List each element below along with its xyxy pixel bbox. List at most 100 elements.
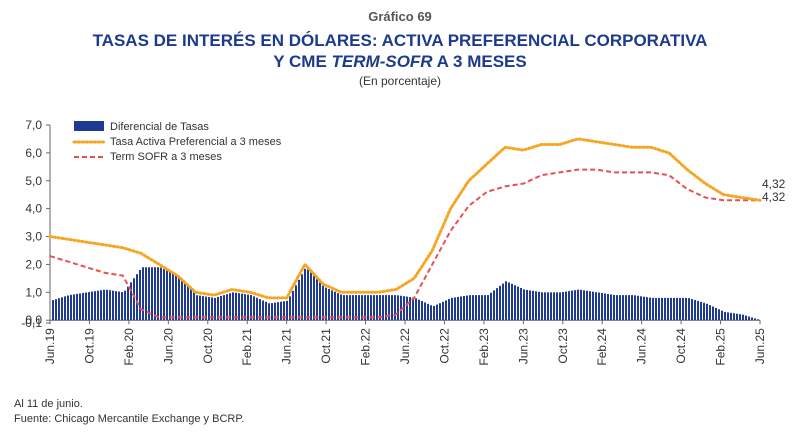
bar — [679, 297, 681, 321]
bar — [205, 296, 207, 321]
bar — [100, 290, 102, 321]
bar — [370, 295, 372, 321]
bar — [280, 301, 282, 321]
bar — [196, 295, 198, 321]
bar — [541, 292, 543, 321]
bar — [487, 295, 489, 321]
bar — [553, 292, 555, 321]
chart-source: Fuente: Chicago Mercantile Exchange y BC… — [14, 413, 245, 425]
bar — [493, 290, 495, 321]
sofr-line — [49, 168, 760, 319]
bar — [310, 272, 312, 321]
legend-label: Term SOFR a 3 meses — [110, 151, 222, 163]
bar — [70, 294, 72, 321]
bar — [550, 292, 552, 321]
bar — [136, 274, 138, 321]
bar — [496, 288, 498, 321]
bar — [127, 286, 129, 321]
bar — [433, 305, 435, 321]
bar — [238, 293, 240, 321]
x-tick-label: Feb.24 — [595, 328, 609, 366]
bar — [112, 290, 114, 321]
bar — [574, 290, 576, 321]
bar — [580, 289, 582, 321]
bar — [598, 292, 600, 321]
bar — [661, 297, 663, 321]
x-tick-label: Oct.21 — [319, 328, 333, 364]
bar — [517, 286, 519, 321]
bar — [613, 294, 615, 321]
bar — [124, 290, 126, 321]
bar — [424, 302, 426, 321]
bar — [175, 274, 177, 321]
bar — [208, 297, 210, 321]
bar — [331, 290, 333, 321]
bar — [328, 289, 330, 321]
bar — [592, 291, 594, 321]
y-tick-label: -0,1 — [21, 316, 42, 330]
chart-notes: Al 11 de junio. Fuente: Chicago Mercanti… — [14, 397, 244, 427]
bar — [73, 294, 75, 321]
x-tick-label: Oct.20 — [201, 328, 215, 364]
bar — [283, 301, 285, 321]
bar — [532, 290, 534, 321]
bar — [469, 295, 471, 321]
bar — [454, 297, 456, 321]
bar — [169, 271, 171, 321]
bar — [115, 291, 117, 321]
bar — [568, 291, 570, 321]
bar — [133, 278, 135, 321]
bar — [715, 307, 717, 321]
bar — [142, 267, 144, 321]
bar — [352, 295, 354, 321]
bar — [451, 297, 453, 321]
x-tick-label: Jun.22 — [398, 328, 412, 364]
bar — [640, 296, 642, 321]
sofr-end-label: 4,32 — [762, 190, 786, 204]
x-tick-label: Oct.22 — [437, 328, 451, 364]
bar — [502, 283, 504, 321]
bar — [199, 295, 201, 321]
y-tick-label: 1,0 — [25, 285, 42, 299]
x-tick-label: Jun.21 — [280, 328, 294, 364]
bar — [529, 290, 531, 321]
bar — [271, 303, 273, 321]
bar — [442, 301, 444, 321]
bar — [358, 295, 360, 321]
bar — [412, 297, 414, 321]
bar — [649, 297, 651, 321]
bar — [256, 297, 258, 321]
bar — [589, 291, 591, 321]
bar — [733, 313, 735, 321]
bar — [472, 295, 474, 321]
bar — [145, 267, 147, 321]
bar — [298, 279, 300, 321]
bar — [616, 295, 618, 321]
x-tick-label: Oct.24 — [674, 328, 688, 364]
bar — [577, 289, 579, 321]
bar — [178, 276, 180, 321]
bar — [346, 295, 348, 321]
bar — [718, 309, 720, 321]
bar — [499, 285, 501, 321]
bar — [622, 295, 624, 321]
bar — [505, 281, 507, 321]
bar — [688, 298, 690, 321]
x-tick-label: Feb.23 — [477, 328, 491, 366]
activa-end-label: 4,32 — [762, 177, 786, 191]
x-tick-label: Feb.25 — [714, 328, 728, 366]
bar — [274, 302, 276, 321]
bar — [262, 300, 264, 321]
bar — [556, 292, 558, 321]
x-tick-label: Jun.19 — [43, 328, 57, 364]
bar — [457, 296, 459, 321]
bar — [604, 293, 606, 321]
bar — [547, 292, 549, 321]
legend-label: Tasa Activa Preferencial a 3 meses — [110, 136, 282, 148]
chart-title-line-2: Y CME TERM-SOFR A 3 MESES — [273, 52, 527, 71]
bar — [586, 290, 588, 321]
y-tick-label: 0,0 — [25, 313, 42, 327]
bar — [628, 295, 630, 321]
chart-title: TASAS DE INTERÉS EN DÓLARES: ACTIVA PREF… — [0, 30, 800, 72]
bar — [478, 295, 480, 321]
